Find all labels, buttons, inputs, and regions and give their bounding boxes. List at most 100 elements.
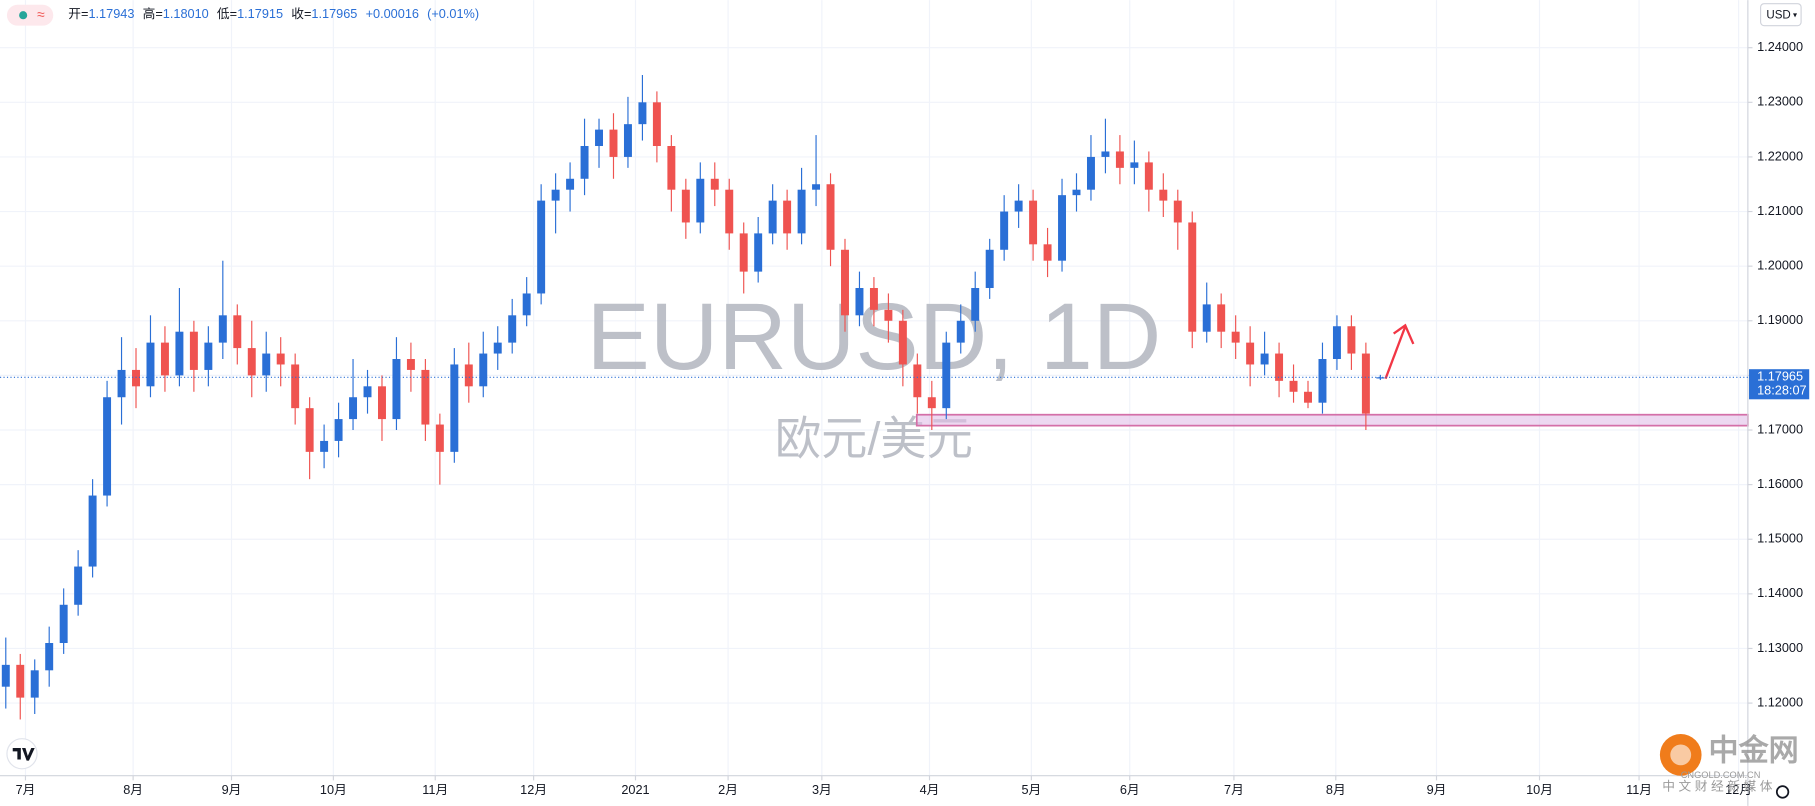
- candle-body: [189, 331, 198, 370]
- y-tick-label: 1.20000: [1757, 258, 1803, 273]
- candle-body: [464, 364, 473, 387]
- x-tick-label: 3月: [812, 782, 832, 797]
- candle-body: [826, 184, 835, 250]
- currency-button-box[interactable]: [1760, 3, 1802, 27]
- close-value: 1.17965: [311, 7, 357, 22]
- logo-circle[interactable]: [6, 738, 38, 770]
- candle-body: [1058, 195, 1067, 261]
- candle-body: [1159, 189, 1168, 201]
- status-dot: [19, 11, 28, 20]
- candle-body: [797, 189, 806, 234]
- zone: [915, 413, 1749, 427]
- candle-body: [320, 440, 329, 452]
- candle-body: [855, 288, 864, 316]
- x-tick-label: 10月: [1526, 782, 1553, 797]
- y-tick-label: 1.12000: [1757, 694, 1803, 709]
- candle-body: [1361, 353, 1370, 414]
- candle-body: [595, 129, 603, 147]
- candle-body: [1231, 331, 1240, 343]
- x-tick-label: 12月: [1725, 782, 1752, 797]
- candle-body: [580, 146, 589, 179]
- change-value: +0.00016: [366, 7, 419, 22]
- x-tick-label: 4月: [920, 782, 940, 797]
- candle-body: [623, 124, 632, 157]
- candle-body: [841, 249, 849, 316]
- candle-body: [710, 178, 719, 190]
- candle-body: [508, 315, 517, 343]
- x-tick-label: 6月: [1120, 782, 1140, 797]
- watermark-logo-inner: [1670, 744, 1692, 766]
- candle-body: [1043, 244, 1052, 261]
- candle-body: [985, 249, 994, 289]
- arrow-shaft: [1384, 326, 1407, 380]
- candle-body: [16, 664, 25, 698]
- site-watermark: 中金网 CNGOLD.COM.CN 中 文 财 经 新 媒 体: [1659, 734, 1799, 794]
- y-tick-label: 1.23000: [1757, 94, 1803, 109]
- countdown-label: 18:28:07: [1757, 383, 1807, 398]
- candle-body: [1014, 200, 1023, 212]
- y-tick-label: 1.17000: [1757, 421, 1803, 436]
- candle-body: [1304, 391, 1312, 403]
- x-tick-label: 9月: [1427, 782, 1447, 797]
- candle-body: [132, 369, 140, 387]
- tradingview-logo[interactable]: [6, 738, 38, 770]
- candle-body: [1217, 304, 1226, 332]
- y-tick-label: 1.22000: [1757, 148, 1803, 163]
- currency-button-label[interactable]: USD: [1766, 9, 1790, 21]
- candle-body: [1202, 304, 1211, 332]
- candle-body: [638, 102, 647, 125]
- candle-body: [768, 200, 777, 234]
- arrow-annotation: [1384, 323, 1415, 380]
- x-tick-label: 2月: [718, 782, 738, 797]
- arrow-head: [1392, 323, 1415, 345]
- currency-button[interactable]: USD ▾: [1760, 3, 1802, 27]
- candle-body: [88, 495, 97, 567]
- candle-body: [247, 348, 256, 376]
- x-tick-label: 9月: [222, 782, 242, 797]
- candle-body: [276, 353, 285, 365]
- x-tick-label: 12月: [520, 782, 547, 797]
- settings-gear[interactable]: [1775, 785, 1790, 799]
- ohlc-line: 开=1.17943 高=1.18010 低=1.17915 收=1.17965 …: [68, 7, 479, 22]
- candle-body: [146, 342, 155, 387]
- status-pill[interactable]: [6, 4, 54, 26]
- candle-body: [291, 364, 300, 409]
- last-price-label: 1.17965: [1757, 369, 1803, 384]
- y-tick-label: 1.13000: [1757, 640, 1803, 655]
- gear-icon[interactable]: [1775, 785, 1790, 799]
- candle-body: [305, 408, 314, 452]
- candle-body: [1144, 162, 1153, 190]
- candle-body: [522, 293, 531, 316]
- x-tick-label: 7月: [16, 782, 36, 797]
- candle-body: [1347, 326, 1356, 354]
- candle-body: [1115, 151, 1124, 168]
- candle-body: [913, 364, 922, 398]
- candle-body: [942, 342, 951, 409]
- low-value: 1.17915: [237, 7, 283, 22]
- candle-body: [725, 189, 734, 234]
- candle-body: [609, 129, 618, 157]
- open-value: 1.17943: [88, 7, 134, 22]
- candle-body: [884, 309, 893, 321]
- candle-body: [421, 369, 430, 425]
- y-tick-label: 1.24000: [1757, 39, 1803, 54]
- candle-body: [334, 419, 343, 441]
- candle-body: [869, 288, 878, 310]
- candle-body: [378, 386, 386, 420]
- candle-body: [175, 331, 184, 376]
- logo-mark[interactable]: [12, 747, 35, 761]
- y-tick-label: 1.15000: [1757, 531, 1803, 546]
- x-tick-label: 11月: [422, 782, 448, 797]
- candle-body: [450, 364, 459, 452]
- currency-button-caret[interactable]: ▾: [1793, 10, 1798, 19]
- x-tick-label: 8月: [123, 782, 143, 797]
- change-percent: (+0.01%): [427, 7, 479, 22]
- candle-body: [103, 397, 112, 496]
- candle-body: [652, 102, 661, 147]
- candle-body: [898, 320, 907, 365]
- candle-body: [74, 566, 83, 605]
- candle-body: [45, 643, 54, 671]
- candle-body: [1029, 200, 1038, 245]
